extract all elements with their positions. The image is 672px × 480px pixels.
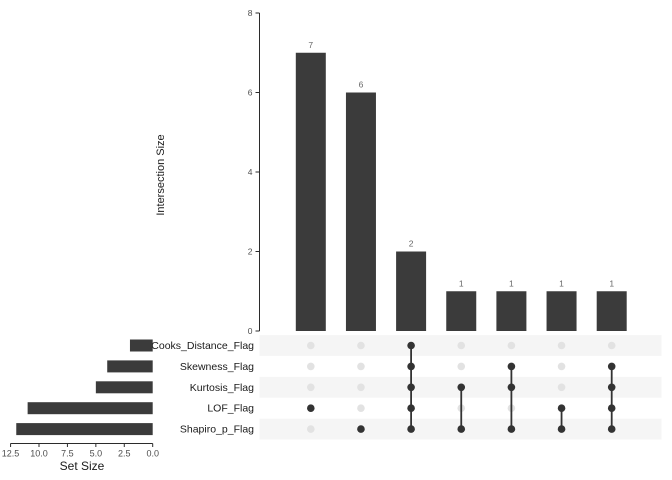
intersection-bar-value: 1	[509, 278, 514, 288]
set-size-axis-tick-label: 10.0	[30, 449, 48, 459]
intersection-axis-tick-label: 4	[248, 167, 253, 177]
matrix-dot-inactive	[557, 341, 566, 350]
matrix-dot-inactive	[307, 383, 315, 392]
matrix-dot-inactive	[357, 383, 365, 392]
set-size-axis-tick-label: 0.0	[146, 449, 159, 459]
intersection-axis-tick-label: 6	[248, 88, 253, 98]
matrix-dot-inactive	[607, 341, 616, 350]
set-size-axis-tick-label: 7.5	[61, 449, 74, 459]
intersection-bar	[396, 251, 427, 331]
matrix-dot-active	[607, 404, 616, 413]
matrix-dot-inactive	[457, 362, 466, 371]
intersection-bar-value: 1	[459, 278, 464, 288]
intersection-bar-value: 7	[308, 40, 313, 50]
set-size-axis-tick-label: 12.5	[2, 449, 20, 459]
matrix-dot-active	[607, 383, 616, 392]
intersection-axis-tick-label: 2	[248, 247, 253, 257]
matrix-dot-active	[607, 362, 616, 371]
intersection-size-axis-title: Intersection Size	[155, 134, 167, 216]
set-size-axis-title: Set Size	[59, 459, 105, 473]
matrix-dot-inactive	[357, 341, 365, 350]
intersection-bar	[596, 291, 627, 331]
set-size-axis-tick-label: 2.5	[118, 449, 131, 459]
matrix-dot-active	[607, 425, 616, 433]
set-size-bar	[95, 381, 153, 394]
intersection-bar-value: 1	[559, 278, 564, 288]
matrix-dot-inactive	[357, 404, 365, 413]
matrix-dot-active	[457, 425, 466, 433]
set-size-bar	[107, 360, 153, 373]
matrix-dot-active	[507, 362, 516, 371]
intersection-axis-tick-label: 0	[248, 326, 253, 336]
matrix-dot-active	[457, 383, 466, 392]
matrix-dot-active	[407, 341, 415, 350]
set-size-bar	[129, 339, 153, 352]
matrix-dot-inactive	[307, 362, 315, 371]
set-label: Cooks_Distance_Flag	[151, 340, 254, 352]
matrix-dot-active	[407, 404, 415, 413]
set-size-bar	[16, 423, 153, 436]
intersection-bar	[446, 291, 477, 331]
matrix-dot-active	[407, 383, 415, 392]
set-label: Kurtosis_Flag	[190, 382, 254, 394]
intersection-bar-value: 6	[359, 80, 364, 90]
matrix-dot-active	[557, 404, 566, 413]
matrix-dot-inactive	[457, 341, 466, 350]
intersection-bar-value: 2	[409, 239, 414, 249]
intersection-bar-value: 1	[609, 278, 614, 288]
matrix-dot-inactive	[557, 383, 566, 392]
matrix-dot-inactive	[307, 341, 315, 350]
set-size-axis-tick-label: 5.0	[90, 449, 103, 459]
matrix-dot-inactive	[307, 425, 315, 433]
set-size-bar	[27, 402, 153, 415]
matrix-dot-inactive	[357, 362, 365, 371]
matrix-dot-inactive	[507, 341, 516, 350]
intersection-bar	[295, 52, 326, 331]
matrix-dot-active	[507, 383, 516, 392]
matrix-dot-active	[357, 425, 365, 433]
set-label: Skewness_Flag	[180, 361, 254, 373]
set-label: Shapiro_p_Flag	[180, 424, 254, 436]
matrix-dot-active	[507, 425, 516, 433]
set-label: LOF_Flag	[207, 403, 254, 415]
intersection-bar	[345, 92, 376, 331]
intersection-bar	[496, 291, 527, 331]
matrix-dot-active	[407, 362, 415, 371]
matrix-dot-active	[557, 425, 566, 433]
intersection-axis-tick-label: 8	[248, 8, 253, 18]
matrix-dot-active	[407, 425, 415, 433]
intersection-bar	[546, 291, 577, 331]
matrix-dot-active	[307, 404, 315, 413]
matrix-dot-inactive	[557, 362, 566, 371]
